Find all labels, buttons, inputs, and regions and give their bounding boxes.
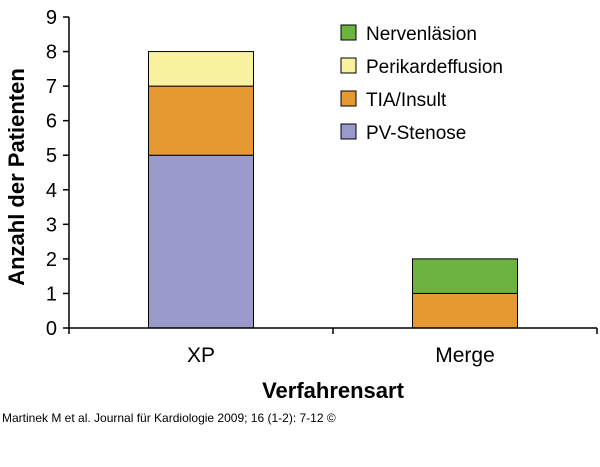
citation-text: Martinek M et al. Journal für Kardiologi…: [2, 411, 336, 425]
y-tick-label: 8: [46, 42, 57, 64]
stacked-bar-chart: Anzahl der Patienten Verfahrensart 0 1 2 3 4…: [4, 7, 598, 403]
y-tick-label: 4: [46, 180, 57, 202]
bar-xp-perikardeffusion: [148, 51, 254, 87]
y-tick-label: 9: [46, 7, 57, 29]
y-axis: 0 1 2 3 4 5 6 7 8 9: [46, 7, 70, 340]
legend-swatch-nervenl-sion: [340, 24, 357, 41]
legend-label-perikardeffusion: Perikardeffusion: [366, 57, 503, 78]
bar-merge-tia-insult: [412, 292, 518, 329]
bar-xp-tia-insult: [148, 85, 254, 156]
legend-label-pv-stenose: PV-Stenose: [366, 123, 466, 144]
legend-swatch-perikardeffusion: [340, 57, 357, 74]
y-tick-label: 6: [46, 111, 57, 133]
y-tick-label: 1: [46, 283, 57, 305]
bar-merge-nervenl-sion: [412, 258, 518, 294]
y-axis-title: Anzahl der Patienten: [4, 68, 29, 286]
y-tick-label: 2: [46, 249, 57, 271]
legend: Nervenläsion Perikardeffusion TIA/Insult PV…: [340, 24, 503, 144]
legend-label-tia-insult: TIA/Insult: [366, 90, 447, 111]
x-axis-title: Verfahrensart: [262, 378, 405, 403]
y-tick-label: 5: [46, 145, 57, 167]
y-axis-title-group: Anzahl der Patienten: [4, 68, 29, 286]
y-tick-label: 3: [46, 214, 57, 236]
legend-swatch-pv-stenose: [340, 123, 357, 140]
bars-layer: [148, 51, 518, 329]
legend-label-nervenl-sion: Nervenläsion: [366, 24, 477, 45]
y-tick-label: 7: [46, 76, 57, 98]
y-tick-label: 0: [46, 318, 57, 340]
x-tick-label-xp: XP: [187, 344, 215, 367]
x-tick-label-merge: Merge: [435, 344, 495, 367]
legend-swatch-tia-insult: [340, 90, 357, 107]
bar-xp-pv-stenose: [148, 154, 254, 329]
x-axis: XP Merge: [68, 327, 598, 367]
